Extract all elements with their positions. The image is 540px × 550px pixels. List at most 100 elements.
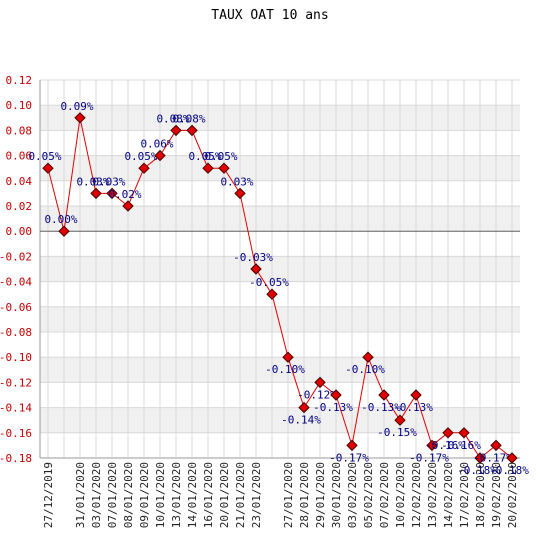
x-tick-label: 29/01/2020 — [314, 462, 327, 528]
value-label: -0.10% — [265, 363, 305, 376]
x-tick-label: 19/02/2020 — [490, 462, 503, 528]
marker — [346, 439, 358, 452]
value-label: -0.15% — [377, 426, 417, 439]
y-tick-label: -0.04 — [0, 276, 32, 289]
x-tick-label: 31/01/2020 — [74, 462, 87, 528]
value-label: 0.05% — [188, 150, 221, 163]
value-label: -0.13% — [313, 401, 353, 414]
x-tick-label: 30/01/2020 — [330, 462, 343, 528]
x-tick-label: 08/01/2020 — [122, 462, 135, 528]
x-tick-label: 28/01/2020 — [298, 462, 311, 528]
y-tick-label: -0.08 — [0, 326, 32, 339]
y-tick-label: 0.06 — [6, 150, 33, 163]
x-tick-label: 21/01/2020 — [234, 462, 247, 528]
marker — [42, 162, 54, 174]
x-tick-label: 17/02/2020 — [458, 462, 471, 528]
value-label: -0.12% — [297, 388, 337, 401]
x-tick-label: 20/01/2020 — [218, 462, 231, 528]
grid-band — [40, 306, 520, 332]
value-label: 0.09% — [60, 100, 93, 113]
marker — [266, 288, 278, 300]
value-label: 0.05% — [124, 150, 157, 163]
value-label: -0.17% — [409, 451, 449, 464]
marker — [442, 427, 454, 439]
x-tick-label: 07/02/2020 — [378, 462, 391, 528]
marker — [458, 427, 470, 439]
y-tick-label: -0.12 — [0, 376, 32, 389]
chart-title: TAUX OAT 10 ans — [211, 8, 328, 23]
x-tick-label: 10/01/2020 — [154, 462, 167, 528]
marker — [282, 351, 294, 363]
y-tick-label: -0.06 — [0, 301, 32, 314]
marker — [490, 439, 502, 452]
y-tick-label: 0.04 — [6, 175, 33, 188]
value-label: -0.13% — [361, 401, 401, 414]
value-label: -0.14% — [281, 414, 321, 427]
x-tick-label: 23/01/2020 — [250, 462, 263, 528]
y-tick-label: -0.18 — [0, 452, 32, 465]
y-tick-label: 0.12 — [6, 74, 33, 87]
x-tick-label: 16/01/2020 — [202, 462, 215, 528]
marker — [474, 452, 486, 464]
x-tick-label: 14/01/2020 — [186, 462, 199, 528]
y-tick-label: -0.02 — [0, 250, 32, 263]
value-label: 0.03% — [92, 175, 125, 188]
x-tick-label: 27/01/2020 — [282, 462, 295, 528]
y-tick-label: -0.16 — [0, 427, 32, 440]
marker — [330, 389, 342, 401]
x-tick-label: 18/02/2020 — [474, 462, 487, 528]
marker — [362, 351, 374, 363]
x-tick-label: 27/12/2019 — [42, 462, 55, 528]
marker — [154, 149, 166, 162]
value-label: -0.03% — [233, 251, 273, 264]
grid-band — [40, 407, 520, 433]
y-tick-label: -0.10 — [0, 351, 32, 364]
y-tick-label: 0.02 — [6, 200, 33, 213]
marker — [202, 162, 214, 174]
x-tick-label: 03/02/2020 — [346, 462, 359, 528]
marker — [394, 414, 406, 426]
x-tick-label: 12/02/2020 — [410, 462, 423, 528]
x-tick-label: 14/02/2020 — [442, 462, 455, 528]
grid-band — [40, 357, 520, 383]
value-label: 0.03% — [220, 175, 253, 188]
marker — [170, 124, 182, 137]
value-label: -0.16% — [441, 439, 481, 452]
value-label: 0.05% — [28, 150, 61, 163]
marker — [122, 200, 134, 212]
x-tick-label: 09/01/2020 — [138, 462, 151, 528]
value-label: -0.13% — [393, 401, 433, 414]
marker — [218, 162, 230, 174]
marker — [506, 452, 518, 464]
x-tick-label: 03/01/2020 — [90, 462, 103, 528]
y-tick-label: 0.08 — [6, 124, 33, 137]
x-tick-label: 05/02/2020 — [362, 462, 375, 528]
marker — [106, 187, 118, 200]
grid-band — [40, 155, 520, 181]
marker — [138, 162, 150, 174]
x-tick-label: 13/01/2020 — [170, 462, 183, 528]
value-label: 0.02% — [108, 188, 141, 201]
y-tick-label: 0.00 — [6, 225, 33, 238]
x-tick-label: 13/02/2020 — [426, 462, 439, 528]
grid-band — [40, 256, 520, 282]
x-tick-label: 10/02/2020 — [394, 462, 407, 528]
value-label: -0.05% — [249, 276, 289, 289]
value-label: 0.00% — [44, 213, 77, 226]
marker — [410, 389, 422, 401]
value-label: -0.10% — [345, 363, 385, 376]
y-tick-label: -0.14 — [0, 402, 32, 415]
marker — [58, 225, 70, 237]
marker — [426, 439, 438, 452]
marker — [378, 389, 390, 401]
marker — [234, 187, 246, 200]
value-label: -0.17% — [329, 451, 369, 464]
marker — [90, 187, 102, 200]
marker — [74, 112, 86, 124]
value-label: 0.08% — [156, 112, 189, 125]
value-label: 0.05% — [204, 150, 237, 163]
value-label: -0.18% — [489, 464, 529, 477]
value-label: 0.03% — [76, 175, 109, 188]
grid-band — [40, 105, 520, 131]
